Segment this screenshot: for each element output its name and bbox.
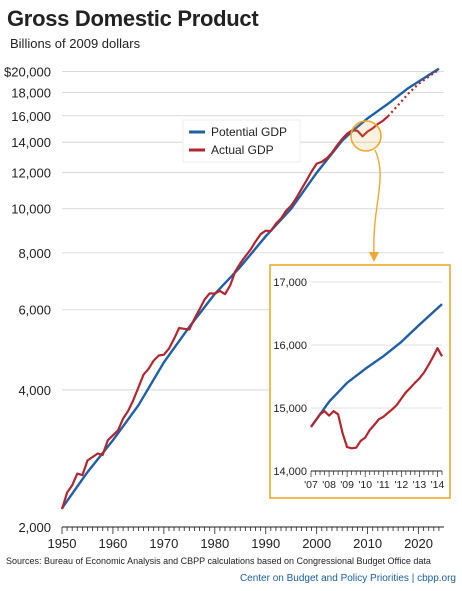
inset-x-tick-label: '13	[413, 479, 427, 491]
main-y-tick-label: 18,000	[11, 85, 51, 100]
legend: Potential GDP Actual GDP	[182, 119, 301, 163]
main-x-tick-label: 1960	[98, 536, 127, 551]
inset-x-tick-label: '11	[377, 479, 390, 491]
main-y-tick-label: 2,000	[18, 520, 51, 535]
main-y-tick-labels: 2,000 4,000 6,000 8,000 10,000 12,000 14,000 16…	[4, 65, 51, 535]
main-y-tick-label: 12,000	[11, 166, 51, 181]
inset-y-tick-label: 15,000	[273, 403, 307, 415]
inset-x-tick-label: '08	[322, 479, 336, 491]
main-x-tick-label: 1970	[149, 536, 178, 551]
main-y-tick-label: 4,000	[18, 383, 51, 398]
inset-x-tick-label: '10	[358, 479, 372, 491]
main-x-tick-label: 1980	[200, 536, 229, 551]
recession-highlight	[350, 120, 382, 262]
main-y-tick-label: 10,000	[11, 202, 51, 217]
main-y-tick-label: 16,000	[11, 109, 51, 124]
inset-actual-gdp-line	[310, 347, 443, 450]
inset-y-tick-label: 16,000	[273, 340, 307, 352]
inset-x-tick-label: '12	[395, 479, 409, 491]
main-x-tick-label: 2020	[404, 536, 433, 551]
inset-x-tick-label: '14	[431, 479, 445, 491]
legend-label: Actual GDP	[211, 143, 274, 157]
main-x-tick-label: 2000	[302, 536, 331, 551]
actual-gdp-line	[60, 115, 389, 510]
inset-frame	[269, 264, 451, 499]
inset-potential-gdp-line	[310, 303, 443, 428]
main-x-tick-label: 1950	[48, 536, 77, 551]
chart-subtitle: Billions of 2009 dollars	[10, 36, 141, 51]
chart-title: Gross Domestic Product	[7, 6, 259, 31]
inset-chart: 14,000 15,000 16,000 17,000 '07 '08 '09 '10 '11 '…	[269, 264, 451, 499]
inset-x-tick-label: '09	[340, 479, 354, 491]
potential-gdp-line	[61, 67, 440, 509]
inset-x-tick-label: '07	[304, 479, 318, 491]
highlight-circle	[350, 120, 382, 152]
main-x-tick-label: 2010	[353, 536, 382, 551]
main-y-tick-label: 6,000	[18, 303, 51, 318]
legend-box	[182, 119, 301, 163]
inset-y-tick-label: 14,000	[273, 466, 307, 478]
connector-line	[373, 149, 381, 255]
footer-credit: Center on Budget and Policy Priorities |…	[239, 573, 456, 584]
main-y-tick-label: 8,000	[18, 246, 51, 261]
main-x-tick-labels: 1950 1960 1970 1980 1990 2000 2010 2020	[48, 536, 433, 551]
connector-arrowhead	[369, 252, 379, 262]
legend-label: Potential GDP	[211, 125, 287, 139]
inset-y-tick-label: 17,000	[273, 277, 307, 289]
actual-gdp-projection-line	[387, 68, 440, 118]
main-y-tick-label: 14,000	[11, 135, 51, 150]
sources-note: Sources: Bureau of Economic Analysis and…	[6, 556, 431, 566]
main-x-tick-label: 1990	[251, 536, 280, 551]
main-series-lines	[60, 67, 440, 510]
main-y-tick-label: $20,000	[4, 65, 51, 80]
